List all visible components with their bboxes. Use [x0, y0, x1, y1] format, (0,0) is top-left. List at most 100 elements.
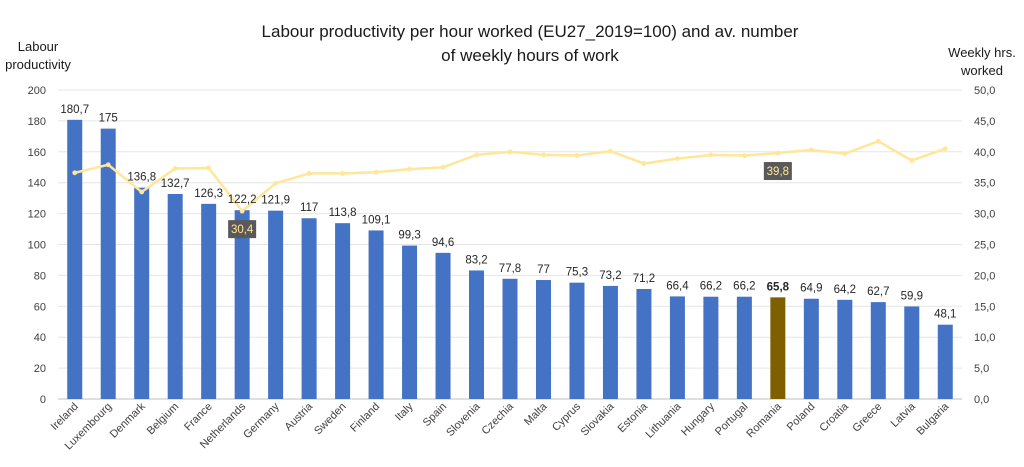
chart-title-line-1: Labour productivity per hour worked (EU2… — [261, 22, 799, 41]
chart-title-line-2: of weekly hours of work — [441, 46, 619, 65]
y-right-tick-label: 35,0 — [974, 178, 995, 190]
y-right-tick-label: 10,0 — [974, 332, 995, 344]
bar-lithuania — [669, 296, 685, 399]
bar-value-label: 117 — [300, 202, 318, 214]
bar-luxembourg — [100, 128, 116, 399]
line-point — [72, 170, 78, 176]
y-left-tick-label: 120 — [28, 209, 46, 221]
category-label: Germany — [241, 400, 282, 441]
line-point — [775, 150, 781, 156]
category-label: Malta — [522, 400, 550, 428]
y-left-tick-label: 80 — [34, 270, 46, 282]
category-label: Cyprus — [550, 400, 583, 433]
bar-belgium — [167, 193, 183, 399]
chart-title: Labour productivity per hour worked (EU2… — [170, 20, 890, 68]
y-right-tick-label: 40,0 — [974, 147, 995, 159]
bar-value-label: 66,2 — [733, 281, 755, 293]
bar-latvia — [904, 306, 920, 399]
line-point — [875, 138, 881, 144]
bar-value-label: 175 — [99, 113, 118, 125]
bar-czechia — [502, 278, 518, 399]
bar-malta — [535, 280, 551, 399]
category-label: Italy — [393, 400, 416, 423]
y-left-tick-label: 100 — [28, 240, 46, 252]
category-label: Croatia — [817, 400, 851, 434]
y-left-tick-label: 0 — [40, 394, 46, 406]
bar-portugal — [736, 296, 752, 399]
line-point — [474, 152, 479, 158]
line-point — [373, 169, 379, 175]
bar-croatia — [837, 299, 853, 399]
y-right-tick-label: 20,0 — [974, 270, 995, 282]
bar-slovenia — [469, 270, 485, 399]
bar-cyprus — [569, 282, 585, 399]
line-point — [641, 161, 647, 166]
y-right-tick-label: 5,0 — [974, 363, 989, 375]
bar-austria — [301, 218, 317, 399]
line-point — [172, 166, 178, 171]
bar-value-label: 65,8 — [767, 281, 790, 293]
line-point — [708, 152, 714, 158]
category-label: Finland — [348, 401, 382, 435]
line-point — [541, 152, 546, 158]
bar-value-label: 136,8 — [127, 172, 156, 184]
y-right-tick-label: 0,0 — [974, 394, 989, 406]
line-point — [340, 171, 345, 176]
y-left-tick-label: 60 — [34, 301, 46, 313]
bar-value-label: 77,8 — [499, 263, 521, 275]
bar-value-label: 66,4 — [666, 280, 689, 292]
bar-value-label: 99,3 — [398, 230, 420, 242]
line-annotation-box — [763, 162, 792, 181]
line-annotation-label: 39,8 — [767, 166, 789, 178]
bar-sweden — [335, 223, 351, 399]
category-label: Poland — [785, 401, 818, 434]
line-point — [942, 146, 948, 152]
y-left-tick-label: 140 — [28, 178, 46, 190]
category-label: Denmark — [108, 400, 148, 440]
line-point — [105, 162, 111, 168]
line-point — [440, 164, 446, 170]
line-point — [507, 149, 513, 155]
bar-estonia — [636, 288, 652, 399]
category-label: Romania — [744, 400, 784, 440]
bar-value-label: 113,8 — [329, 207, 357, 219]
bar-value-label: 83,2 — [465, 254, 487, 266]
bar-value-label: 73,2 — [599, 270, 621, 282]
y-left-tick-label: 180 — [28, 116, 46, 128]
bar-poland — [803, 298, 819, 399]
category-label: Slovakia — [579, 400, 618, 439]
category-label: Czechia — [480, 400, 517, 437]
bar-value-label: 75,3 — [566, 267, 588, 279]
line-annotation-label: 30,4 — [231, 224, 254, 236]
y-right-tick-label: 45,0 — [974, 116, 995, 128]
bar-value-label: 64,2 — [834, 284, 856, 296]
bar-hungary — [703, 296, 719, 399]
bar-value-label: 59,9 — [901, 290, 923, 302]
bar-value-label: 77 — [537, 264, 550, 276]
bar-italy — [402, 245, 418, 399]
y-left-tick-label: 160 — [28, 147, 46, 159]
bar-value-label: 122,2 — [228, 194, 257, 206]
bar-netherlands — [234, 210, 250, 399]
bar-value-label: 71,2 — [633, 273, 655, 285]
bar-bulgaria — [937, 324, 953, 399]
line-point — [741, 153, 747, 158]
bar-germany — [268, 210, 284, 399]
y-axis-right-label: Weekly hrs. worked — [948, 45, 1016, 78]
y-right-tick-label: 25,0 — [974, 240, 995, 252]
line-point — [239, 208, 245, 214]
bar-value-label: 48,1 — [934, 309, 956, 321]
category-label: Spain — [421, 401, 449, 429]
bar-spain — [435, 252, 451, 399]
y-left-tick-label: 20 — [34, 363, 46, 375]
bar-finland — [368, 230, 384, 399]
bar-value-label: 121,9 — [261, 195, 290, 207]
line-point — [808, 147, 814, 153]
bar-romania — [770, 297, 786, 399]
bar-value-label: 126,3 — [194, 188, 223, 200]
bar-denmark — [134, 187, 150, 399]
bar-value-label: 180,7 — [60, 104, 89, 116]
line-point — [909, 158, 915, 163]
category-label: Ireland — [49, 401, 81, 433]
